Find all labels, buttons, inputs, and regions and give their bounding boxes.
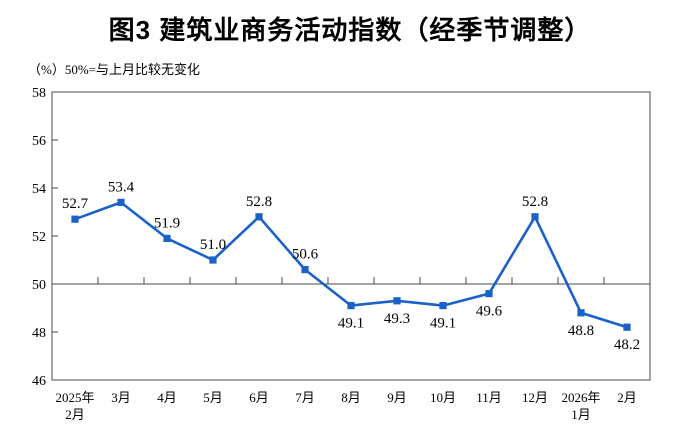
data-point-marker xyxy=(209,256,217,264)
data-point-label: 51.9 xyxy=(154,215,180,231)
data-point-label: 49.3 xyxy=(384,311,410,327)
x-axis-label: 4月 xyxy=(157,390,177,405)
x-axis-label: 10月 xyxy=(430,390,456,405)
data-point-marker xyxy=(301,266,309,274)
x-axis-label: 1月 xyxy=(571,407,591,422)
data-point-marker xyxy=(163,234,171,242)
data-point-label: 49.1 xyxy=(430,316,456,332)
y-axis-label: 56 xyxy=(32,134,46,149)
x-axis-label: 5月 xyxy=(203,390,223,405)
y-axis-label: 58 xyxy=(32,86,46,101)
data-point-label: 48.8 xyxy=(568,323,594,339)
data-point-marker xyxy=(347,302,355,310)
data-point-label: 53.4 xyxy=(108,179,135,195)
x-axis-label: 2月 xyxy=(65,407,85,422)
data-point-marker xyxy=(577,309,585,317)
data-point-marker xyxy=(255,213,263,221)
data-point-label: 49.1 xyxy=(338,316,364,332)
axis-unit-note: （%）50%=与上月比较无变化 xyxy=(28,62,200,77)
x-axis-label: 6月 xyxy=(249,390,269,405)
data-point-marker xyxy=(71,215,79,223)
data-point-label: 52.8 xyxy=(246,194,272,210)
data-point-label: 48.2 xyxy=(614,337,640,353)
x-axis-label: 7月 xyxy=(295,390,315,405)
data-point-label: 50.6 xyxy=(292,247,319,263)
data-point-label: 52.8 xyxy=(522,194,548,210)
y-axis-label: 48 xyxy=(32,326,46,341)
data-point-label: 52.7 xyxy=(62,196,89,212)
data-point-marker xyxy=(393,297,401,305)
x-axis-label: 2026年 xyxy=(561,390,600,405)
data-point-marker xyxy=(623,323,631,331)
chart-title: 图3 建筑业商务活动指数（经季节调整） xyxy=(108,15,592,45)
y-axis-label: 46 xyxy=(32,374,46,389)
data-point-marker xyxy=(485,290,493,298)
data-point-label: 49.6 xyxy=(476,304,503,320)
plot-border xyxy=(51,91,651,381)
data-point-label: 51.0 xyxy=(200,237,226,253)
x-axis-label: 2025年 xyxy=(55,390,94,405)
x-axis-label: 3月 xyxy=(111,390,131,405)
x-axis-label: 11月 xyxy=(476,390,502,405)
x-axis-label: 8月 xyxy=(341,390,361,405)
data-point-marker xyxy=(531,213,539,221)
data-point-marker xyxy=(117,198,125,206)
y-axis-label: 50 xyxy=(32,278,46,293)
y-axis-label: 54 xyxy=(32,182,46,197)
x-axis-label: 12月 xyxy=(522,390,548,405)
data-point-marker xyxy=(439,302,447,310)
x-axis-label: 9月 xyxy=(387,390,407,405)
x-axis-label: 2月 xyxy=(617,390,637,405)
y-axis-label: 52 xyxy=(32,230,46,245)
